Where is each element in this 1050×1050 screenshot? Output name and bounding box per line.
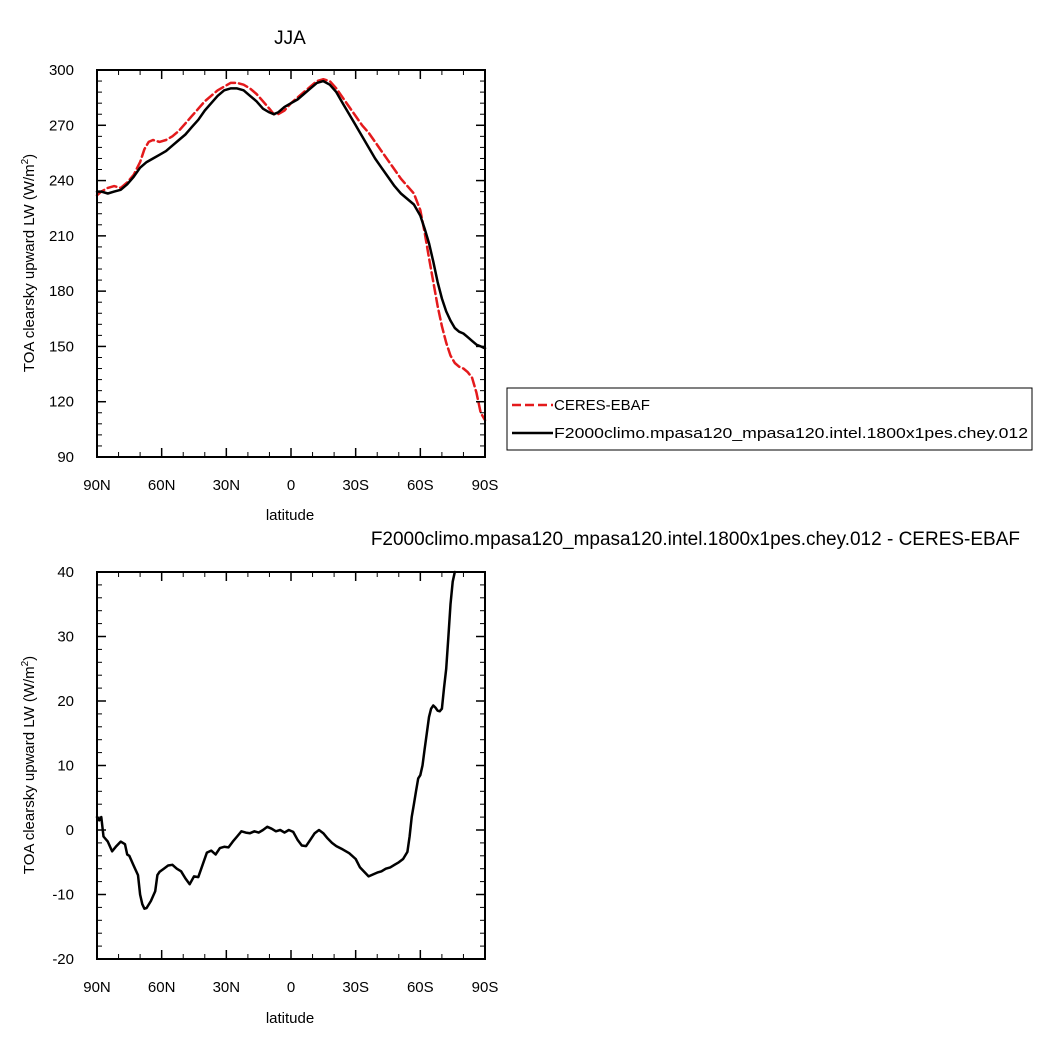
top-x-axis-label: latitude (266, 507, 314, 524)
chart0-y-tick-label-0: 90 (57, 449, 74, 466)
chart1-y-tick-label-6: 40 (57, 564, 74, 581)
chart0-y-tick-label-5: 240 (49, 173, 74, 190)
chart0-x-tick-label-6: 90S (472, 477, 499, 494)
chart0-y-tick-label-7: 300 (49, 62, 74, 79)
chart1-x-tick-label-1: 60N (148, 979, 176, 996)
chart1-x-tick-label-0: 90N (83, 979, 111, 996)
chart0-y-tick-label-4: 210 (49, 228, 74, 245)
top-y-axis-label: TOA clearsky upward LW (W/m2) (20, 154, 38, 372)
bottom-chart-panel: F2000climo.mpasa120_mpasa120.intel.1800x… (20, 529, 1020, 1027)
bottom-x-axis-label: latitude (266, 1010, 314, 1027)
legend-box (506, 387, 1033, 451)
legend-entry-ceres: CERES-EBAF (512, 397, 650, 414)
legend-label-model: F2000climo.mpasa120_mpasa120.intel.1800x… (554, 425, 1028, 442)
chart0-x-tick-label-4: 30S (342, 477, 369, 494)
chart0-y-tick-label-1: 120 (49, 394, 74, 411)
chart1-y-tick-label-3: 10 (57, 758, 74, 775)
chart0-y-tick-label-6: 270 (49, 117, 74, 134)
chart1-x-tick-label-4: 30S (342, 979, 369, 996)
chart1-y-tick-label-2: 0 (66, 822, 74, 839)
bottom-chart-title: F2000climo.mpasa120_mpasa120.intel.1800x… (371, 529, 1020, 550)
chart0-series-line-1 (95, 79, 487, 350)
chart0-x-tick-label-2: 30N (213, 477, 241, 494)
top-plot-frame (96, 69, 486, 458)
chart0-x-tick-label-3: 0 (287, 477, 295, 494)
legend-label-ceres: CERES-EBAF (554, 397, 650, 414)
legend: CERES-EBAF F2000climo.mpasa120_mpasa120.… (506, 387, 1033, 451)
chart1-x-tick-label-2: 30N (213, 979, 241, 996)
chart1-y-tick-label-4: 20 (57, 693, 74, 710)
chart1-y-tick-label-0: -20 (52, 951, 74, 968)
chart0-x-tick-label-0: 90N (83, 477, 111, 494)
chart1-y-tick-label-5: 30 (57, 629, 74, 646)
chart1-series-line-0 (95, 570, 457, 910)
legend-entry-model: F2000climo.mpasa120_mpasa120.intel.1800x… (512, 425, 1028, 442)
top-chart-panel: JJA 90N 60N 30N 0 30S 60S 90S 90 120 150 180 210 240… (20, 28, 498, 524)
chart1-y-tick-label-1: -10 (52, 887, 74, 904)
chart0-x-tick-label-1: 60N (148, 477, 176, 494)
chart1-x-tick-label-3: 0 (287, 979, 295, 996)
chart1-x-tick-label-6: 90S (472, 979, 499, 996)
bottom-axis-ticks: 90N 60N 30N 0 30S 60S 90S -20 -10 0 10 20 30 40 (52, 564, 498, 996)
chart0-series-line-0 (95, 77, 487, 422)
top-axis-ticks: 90N 60N 30N 0 30S 60S 90S 90 120 150 180 210 240 270 3… (49, 62, 498, 494)
chart1-x-tick-label-5: 60S (407, 979, 434, 996)
top-series-group (95, 77, 487, 422)
bottom-series-group (95, 570, 457, 910)
chart0-y-tick-label-2: 150 (49, 338, 74, 355)
bottom-plot-frame (96, 571, 486, 960)
bottom-y-axis-label: TOA clearsky upward LW (W/m2) (20, 656, 38, 874)
chart0-x-tick-label-5: 60S (407, 477, 434, 494)
top-chart-title: JJA (274, 28, 306, 49)
chart0-y-tick-label-3: 180 (49, 283, 74, 300)
